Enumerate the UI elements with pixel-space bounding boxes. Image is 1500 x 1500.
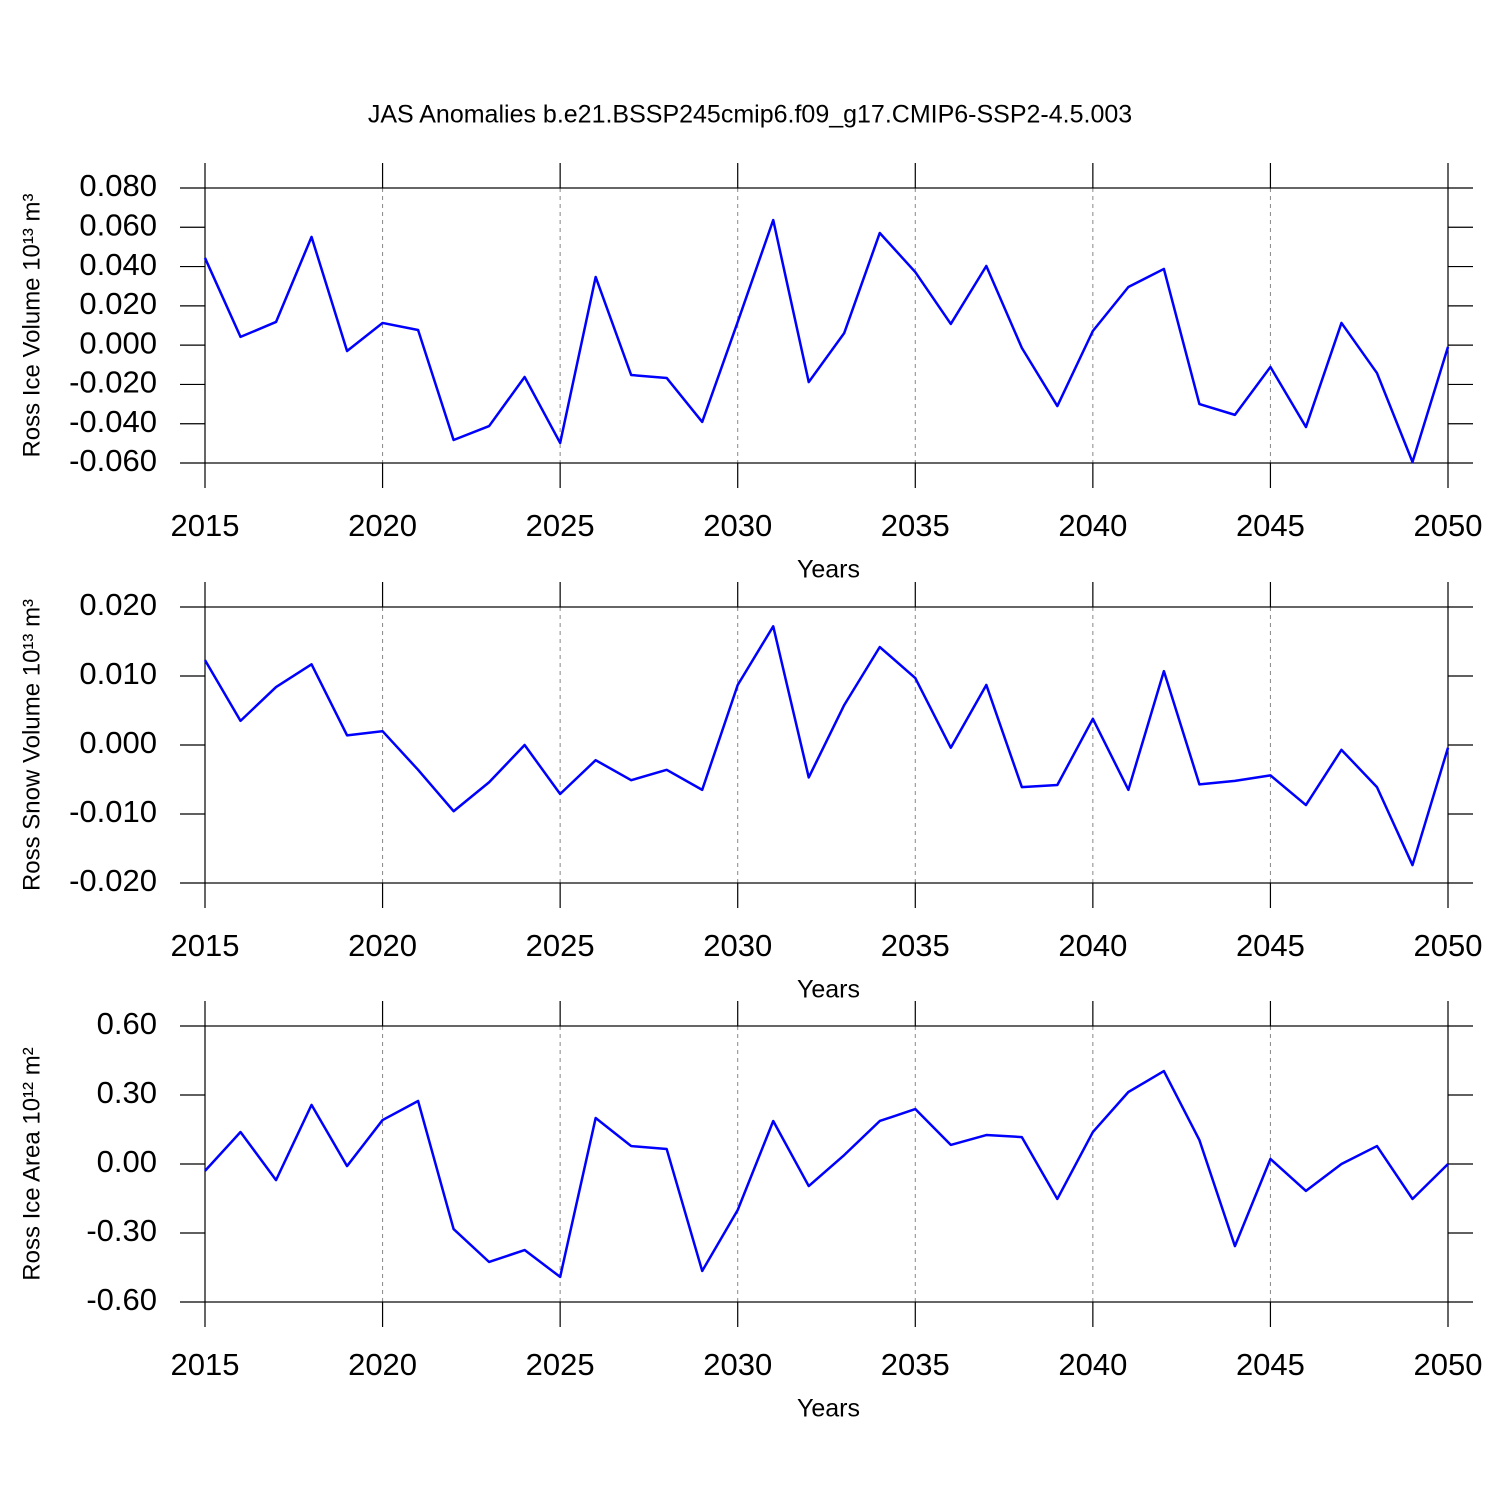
y-tick-label: 0.010 [79, 656, 157, 691]
y-tick-label: -0.010 [69, 794, 157, 829]
y-tick-label: -0.060 [69, 443, 157, 478]
x-tick-label: 2050 [1414, 928, 1483, 963]
data-line [203, 218, 1450, 464]
x-tick-label: 2020 [348, 508, 417, 543]
y-axis-label: Ross Snow Volume 10¹³ m³ [18, 599, 45, 891]
x-tick-label: 2050 [1414, 1347, 1483, 1382]
y-tick-label: 0.60 [97, 1006, 157, 1041]
x-tick-label: 2035 [881, 1347, 950, 1382]
y-tick-label: -0.020 [69, 863, 157, 898]
x-axis-label: Years [797, 556, 860, 584]
x-tick-label: 2040 [1058, 928, 1127, 963]
x-tick-label: 2015 [171, 928, 240, 963]
x-tick-label: 2045 [1236, 1347, 1305, 1382]
y-tick-label: 0.000 [79, 325, 157, 360]
x-tick-label: 2045 [1236, 508, 1305, 543]
x-tick-label: 2015 [171, 1347, 240, 1382]
x-tick-label: 2035 [881, 928, 950, 963]
x-tick-label: 2030 [703, 508, 772, 543]
plot-frame [204, 187, 1449, 464]
plot-frame [204, 606, 1449, 884]
x-axis-label: Years [797, 976, 860, 1004]
x-axis-label: Years [797, 1395, 860, 1423]
y-tick-label: -0.60 [86, 1282, 157, 1317]
plot-frame [204, 1025, 1449, 1303]
data-line [203, 625, 1450, 867]
x-tick-label: 2040 [1058, 1347, 1127, 1382]
x-tick-label: 2045 [1236, 928, 1305, 963]
y-tick-label: 0.000 [79, 725, 157, 760]
y-tick-label: 0.080 [79, 168, 157, 203]
y-tick-label: 0.020 [79, 587, 157, 622]
figure-title: JAS Anomalies b.e21.BSSP245cmip6.f09_g17… [368, 101, 1132, 129]
x-tick-label: 2025 [526, 1347, 595, 1382]
x-tick-label: 2020 [348, 1347, 417, 1382]
x-tick-label: 2030 [703, 1347, 772, 1382]
x-tick-label: 2050 [1414, 508, 1483, 543]
y-tick-label: -0.040 [69, 404, 157, 439]
y-tick-label: 0.30 [97, 1075, 157, 1110]
x-tick-label: 2025 [526, 508, 595, 543]
y-axis-label: Ross Ice Area 10¹² m² [18, 1047, 45, 1280]
x-tick-label: 2040 [1058, 508, 1127, 543]
x-tick-label: 2035 [881, 508, 950, 543]
y-axis-label: Ross Ice Volume 10¹³ m³ [18, 193, 45, 457]
x-tick-label: 2015 [171, 508, 240, 543]
x-tick-label: 2030 [703, 928, 772, 963]
x-tick-label: 2020 [348, 928, 417, 963]
y-tick-label: 0.020 [79, 286, 157, 321]
y-tick-label: -0.020 [69, 365, 157, 400]
y-tick-label: 0.00 [97, 1144, 157, 1179]
y-tick-label: 0.040 [79, 247, 157, 282]
x-tick-label: 2025 [526, 928, 595, 963]
data-line [204, 1069, 1449, 1279]
y-tick-label: 0.060 [79, 207, 157, 242]
y-tick-label: -0.30 [86, 1213, 157, 1248]
